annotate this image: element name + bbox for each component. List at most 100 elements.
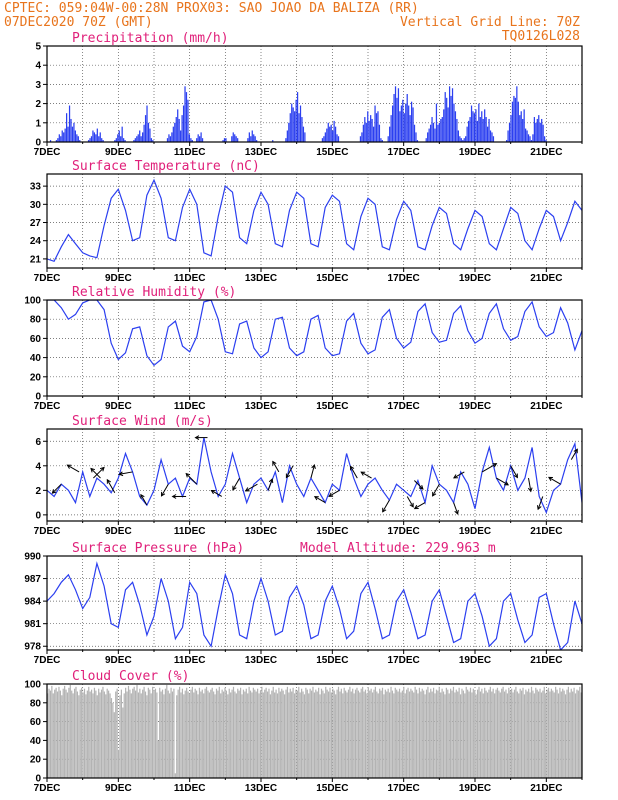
precip-bar	[527, 134, 530, 142]
cloud-bar	[494, 693, 496, 778]
cloud-data	[47, 684, 582, 778]
cloud-bar	[573, 687, 575, 778]
wind-arrow-head	[313, 496, 319, 501]
precip-bar	[144, 115, 147, 142]
precip-bar	[188, 134, 191, 142]
cloud-bar	[479, 691, 482, 778]
x-tick-label: 13DEC	[245, 147, 277, 158]
cloud-bar	[337, 686, 340, 778]
header-line-1: CPTEC: 059:04W-00:28N PROX03: SAO JOAO D…	[4, 1, 419, 16]
wind-arrow	[140, 493, 148, 506]
cloud-bar	[163, 694, 165, 778]
precip-bar	[67, 126, 69, 142]
pres-data	[47, 561, 582, 650]
cloud-bar	[576, 689, 578, 778]
wind-arrow-head	[171, 494, 177, 499]
cloud-bar	[445, 687, 447, 778]
precip-bar	[505, 140, 508, 142]
cloud-bar	[492, 688, 494, 778]
y-tick-label: 21	[30, 254, 42, 265]
wind-arrow-head	[432, 491, 437, 497]
precip-bar	[408, 105, 410, 142]
precip-bar	[178, 118, 180, 142]
cloud-bar	[207, 690, 209, 778]
precip-bar	[93, 132, 96, 142]
y-tick-label: 990	[24, 552, 41, 563]
wind-arrow	[413, 502, 426, 510]
precip-bar	[444, 92, 446, 142]
precip-bar	[185, 92, 188, 142]
cloud-bar	[320, 688, 323, 778]
precip-bar	[370, 115, 372, 142]
cloud-bar	[325, 686, 327, 778]
precip-bar	[486, 126, 489, 142]
cloud-bar	[245, 688, 247, 778]
cloud-bar	[491, 691, 493, 778]
precip-bar	[256, 140, 258, 142]
cloud-bar	[574, 693, 577, 778]
cloud-bar	[404, 693, 406, 778]
cloud-bar	[415, 689, 418, 778]
cloud-bar	[113, 712, 115, 778]
x-tick-label: 11DEC	[174, 783, 206, 794]
cloud-bar	[282, 690, 284, 778]
wind-arrow	[232, 477, 241, 491]
y-tick-label: 987	[24, 574, 41, 585]
precip-bar	[520, 111, 522, 142]
precip-bar	[120, 136, 122, 142]
precip-bar	[143, 124, 145, 142]
cloud-bar	[261, 686, 263, 778]
pres-title: Surface Pressure (hPa)	[72, 541, 244, 556]
precip-bar	[507, 130, 509, 142]
cloud-bar	[150, 693, 152, 778]
cloud-bar	[193, 692, 195, 778]
cloud-bar	[340, 688, 342, 778]
wind-arrow	[496, 477, 510, 486]
cloud-bar	[459, 694, 462, 778]
precip-bar	[329, 126, 331, 142]
wind-arrow-shaft	[328, 489, 340, 497]
precip-bar	[181, 115, 183, 142]
wind-arrow	[210, 489, 223, 497]
precip-bar	[70, 118, 72, 142]
precip-bar	[510, 115, 512, 142]
wind-arrow-head	[413, 504, 419, 510]
x-tick-label: 21DEC	[530, 526, 562, 537]
cloud-bar	[547, 687, 550, 778]
cloud-bar	[120, 689, 122, 778]
cloud-bar	[198, 687, 201, 778]
precip-bar	[136, 136, 138, 142]
cloud-bar	[472, 688, 474, 778]
precip-bar	[142, 132, 144, 142]
x-tick-label: 13DEC	[245, 783, 277, 794]
precip-bar	[529, 136, 531, 142]
precip-bar	[89, 138, 91, 142]
y-tick-label: 30	[30, 200, 42, 211]
wind-arrow	[406, 496, 414, 508]
precip-bar	[175, 117, 177, 142]
pres-annotation: Model Altitude: 229.963 m	[300, 541, 496, 556]
cloud-bar	[106, 688, 108, 778]
x-tick-label: 11DEC	[174, 655, 206, 666]
cloud-bar	[418, 687, 421, 778]
cloud-bar	[122, 707, 124, 778]
wind-arrow-shaft	[185, 473, 198, 485]
cloud-bar	[549, 691, 551, 778]
precip-bar	[532, 134, 534, 142]
cloud-bar	[291, 691, 293, 778]
cloud-bar	[197, 694, 199, 778]
x-tick-label: 15DEC	[316, 147, 348, 158]
cloud-bar	[450, 688, 452, 778]
cloud-bar	[119, 695, 121, 778]
cloud-bar	[335, 694, 337, 778]
cloud-bar	[485, 690, 487, 778]
cloud-bar	[255, 691, 257, 778]
wind-arrow-shaft	[314, 496, 326, 504]
precip-bar	[79, 140, 81, 142]
wind-arrow	[382, 499, 390, 513]
precip-bar	[485, 117, 487, 142]
wind-arrow-shaft	[285, 465, 294, 478]
cloud-bar	[258, 693, 260, 778]
cloud-bar	[59, 690, 61, 778]
cloud-bar	[188, 693, 191, 778]
